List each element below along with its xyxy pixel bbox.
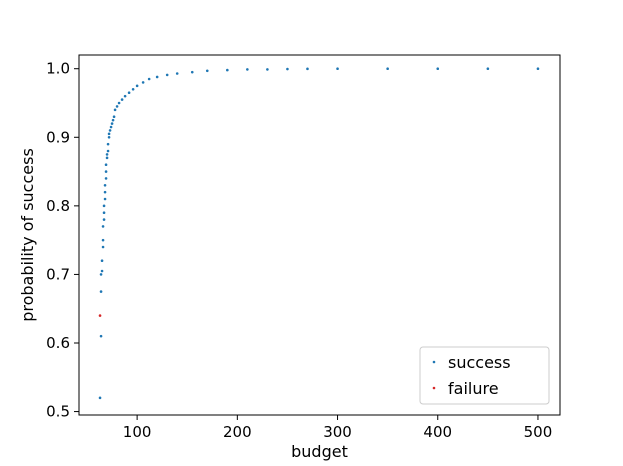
point-success-43 — [205, 69, 209, 73]
x-tick-label: 100 — [123, 423, 152, 441]
point-success-46 — [266, 68, 269, 71]
point-success-12 — [103, 197, 107, 201]
point-success-49 — [336, 67, 339, 71]
point-success-39 — [155, 75, 159, 79]
x-tick-label: 500 — [524, 423, 553, 441]
point-success-47 — [286, 67, 289, 71]
point-success-3 — [99, 273, 103, 276]
y-tick-label: 0.8 — [46, 197, 70, 215]
point-success-28 — [112, 115, 116, 119]
point-success-38 — [147, 77, 151, 81]
x-tick-label: 300 — [323, 423, 352, 441]
point-success-48 — [306, 67, 309, 71]
point-success-50 — [386, 67, 389, 71]
point-success-18 — [105, 156, 109, 160]
point-success-23 — [107, 132, 111, 136]
y-tick-label: 1.0 — [46, 60, 70, 78]
series-success — [98, 67, 540, 400]
point-success-14 — [103, 183, 107, 187]
point-success-29 — [113, 108, 117, 112]
y-tick-label: 0.6 — [46, 334, 70, 352]
point-success-22 — [107, 135, 111, 139]
point-success-37 — [141, 81, 145, 84]
point-success-44 — [226, 68, 229, 72]
legend-label-success: success — [448, 353, 511, 372]
point-success-27 — [111, 118, 115, 122]
point-success-33 — [123, 94, 127, 98]
legend: success failure — [419, 346, 550, 405]
point-success-35 — [131, 87, 135, 91]
points-layer — [98, 67, 540, 400]
legend-box — [419, 346, 550, 405]
point-success-5 — [100, 259, 104, 263]
x-tick-label: 400 — [423, 423, 452, 441]
point-success-17 — [104, 163, 108, 167]
point-success-32 — [120, 98, 124, 101]
legend-label-failure: failure — [448, 379, 499, 398]
point-success-30 — [115, 105, 119, 108]
point-success-52 — [486, 67, 490, 71]
axes-frame — [78, 54, 561, 416]
point-success-16 — [104, 170, 108, 173]
y-tick-label: 0.9 — [46, 128, 70, 146]
point-success-4 — [100, 269, 104, 273]
point-success-31 — [117, 101, 121, 105]
point-success-21 — [106, 142, 110, 146]
point-success-1 — [99, 334, 103, 338]
point-success-6 — [101, 245, 105, 249]
point-success-25 — [109, 125, 113, 129]
point-success-9 — [102, 218, 106, 221]
point-success-11 — [102, 204, 106, 208]
legend-marker-success — [432, 360, 436, 364]
point-success-45 — [246, 68, 249, 71]
point-success-53 — [536, 67, 540, 71]
x-tick-label: 200 — [223, 423, 252, 441]
point-success-40 — [165, 73, 169, 77]
point-success-20 — [106, 149, 110, 153]
x-axis-label: budget — [291, 442, 348, 461]
y-tick-label: 0.7 — [46, 265, 70, 283]
point-success-8 — [101, 225, 105, 228]
point-success-19 — [105, 153, 109, 156]
point-success-7 — [101, 238, 105, 242]
series-failure — [98, 314, 102, 317]
point-success-15 — [104, 177, 108, 180]
point-success-26 — [110, 122, 114, 125]
point-success-24 — [108, 129, 112, 132]
point-success-10 — [102, 211, 106, 215]
point-success-13 — [103, 190, 107, 194]
point-success-42 — [190, 70, 194, 74]
y-axis-label: probability of success — [18, 148, 37, 322]
point-success-41 — [175, 72, 179, 75]
point-success-34 — [127, 91, 131, 95]
point-failure-0 — [98, 314, 102, 317]
legend-marker-failure — [432, 386, 436, 390]
y-tick-label: 0.5 — [46, 403, 70, 421]
point-success-51 — [436, 67, 440, 71]
point-success-2 — [99, 290, 103, 293]
point-success-36 — [135, 84, 139, 88]
axes-layer: 100 200 300 400 500 0.5 0.6 0.7 0.8 0.9 1.0 — [46, 54, 561, 441]
point-success-0 — [98, 396, 102, 400]
